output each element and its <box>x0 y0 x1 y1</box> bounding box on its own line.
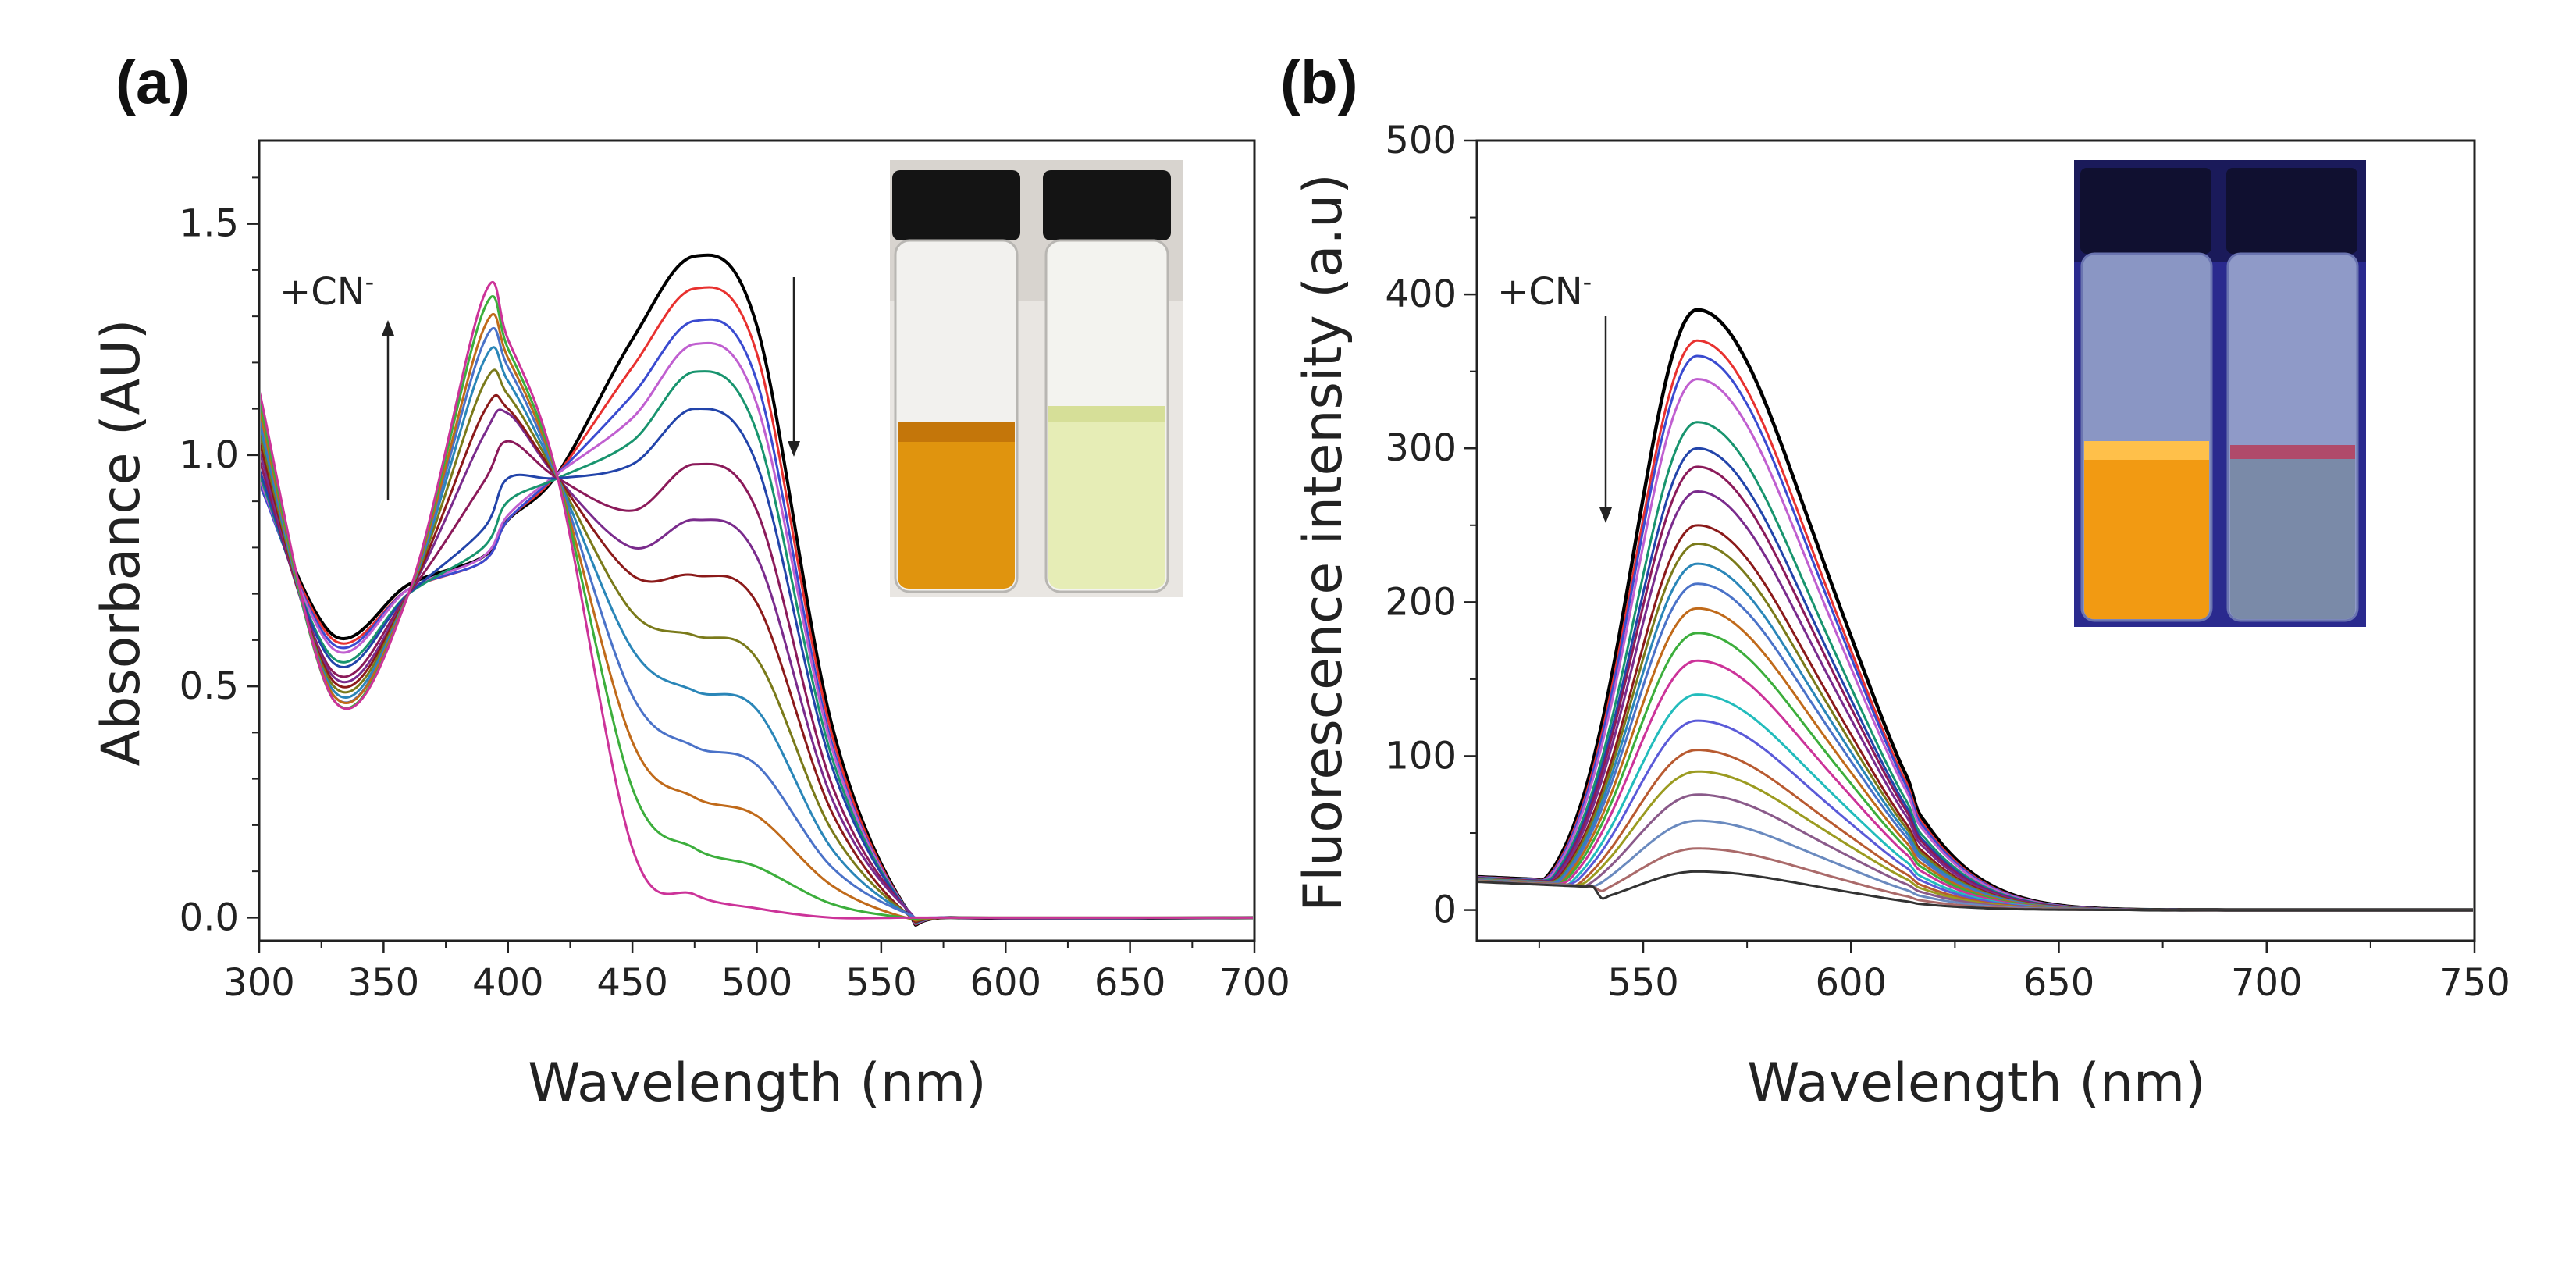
inset-a-left-cap <box>892 170 1020 240</box>
panel-b-y-tick-label: 200 <box>1385 580 1457 624</box>
panel-b-y-tick-label: 500 <box>1385 119 1457 162</box>
panel-b-series-22 <box>1478 870 2473 912</box>
panel-a-x-ticks: 300 350 400 450 500 550 600 650 700 <box>223 941 1290 1005</box>
panel-b-series-group <box>1478 308 2473 912</box>
panel-b-x-tick-label: 750 <box>2439 961 2510 1005</box>
inset-a-right-yellow-liquid <box>1048 406 1165 589</box>
panel-b-y-tick-label: 0 <box>1432 888 1457 932</box>
panel-a-y-tick-label: 0.5 <box>180 664 239 708</box>
panel-b-uv-vial-photo-inset <box>2074 160 2366 627</box>
panel-b-series-14 <box>1478 659 2473 912</box>
panel-a-x-tick-label: 550 <box>845 961 917 1005</box>
panel-b-x-tick-label: 650 <box>2023 961 2095 1005</box>
panel-a-down-arrow-head <box>788 441 800 457</box>
inset-b-right-cap <box>2226 168 2357 254</box>
inset-a-right-cap <box>1043 170 1171 240</box>
panel-a-x-tick-label: 500 <box>721 961 793 1005</box>
panel-a-x-axis-title: Wavelength (nm) <box>528 1052 986 1114</box>
panel-b-y-tick-label: 300 <box>1385 426 1457 470</box>
panel-b-y-tick-label: 400 <box>1385 272 1457 316</box>
panel-b-x-tick-label: 550 <box>1607 961 1679 1005</box>
inset-b-right-dark-liquid <box>2230 445 2355 619</box>
panel-a-y-tick-label: 1.0 <box>180 433 239 477</box>
panel-a-x-tick-label: 450 <box>596 961 668 1005</box>
panel-b-x-ticks: 550 600 650 700 750 <box>1538 941 2510 1005</box>
panel-b-y-tick-label: 100 <box>1385 734 1457 778</box>
panel-b-x-tick-label: 600 <box>1815 961 1887 1005</box>
inset-a-left-orange-liquid <box>898 422 1015 589</box>
panel-a-series-8 <box>261 393 1253 924</box>
panel-a-cn-annotation: +CN- <box>279 267 374 314</box>
panel-a-x-tick-label: 700 <box>1219 961 1290 1005</box>
panel-b-down-arrow-head <box>1599 507 1612 523</box>
panel-b-plot-frame <box>1475 139 2476 942</box>
panel-a-x-tick-label: 350 <box>348 961 420 1005</box>
panel-a-y-ticks: 0.0 0.5 1.0 1.5 <box>180 176 259 939</box>
panel-b-x-tick-label: 700 <box>2231 961 2303 1005</box>
panel-b-cn-annotation: +CN- <box>1497 267 1592 314</box>
panel-a-y-tick-label: 0.0 <box>180 895 239 939</box>
panel-a-x-tick-label: 650 <box>1094 961 1166 1005</box>
panel-a-x-tick-label: 400 <box>472 961 544 1005</box>
panel-a-x-tick-label: 300 <box>223 961 295 1005</box>
panel-b-y-axis-title: Fluorescence intensity (a.u) <box>1293 173 1354 911</box>
panel-b-y-ticks: 0 100 200 300 400 500 <box>1385 119 1477 932</box>
panel-a-series-group <box>261 253 1253 927</box>
panel-a-label: (a) <box>116 48 190 116</box>
panel-b-fluorescence-chart: (b) 550 600 650 700 750 0 100 200 300 400 500 Wav… <box>1280 48 2510 1114</box>
panel-a-annotation-text: +CN- <box>279 267 374 314</box>
panel-a-series-14 <box>261 281 1253 920</box>
panel-a-up-arrow-head <box>382 320 394 336</box>
panel-a-y-axis-title: Absorbance (AU) <box>91 319 152 767</box>
panel-b-x-axis-title: Wavelength (nm) <box>1747 1052 2205 1114</box>
panel-a-x-tick-label: 600 <box>970 961 1041 1005</box>
panel-a-uv-vis-chart: (a) 300 350 400 450 500 550 600 650 700 0.0 0.5 1.… <box>91 48 1290 1114</box>
inset-b-left-orange-glow <box>2084 441 2209 619</box>
panel-a-y-tick-label: 1.5 <box>180 202 239 246</box>
panel-b-label: (b) <box>1280 48 1358 116</box>
panel-b-annotation-text: +CN- <box>1497 267 1592 314</box>
panel-a-vial-photo-inset <box>890 160 1183 597</box>
inset-b-left-cap <box>2080 168 2211 254</box>
